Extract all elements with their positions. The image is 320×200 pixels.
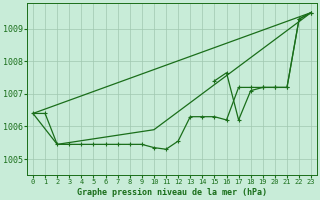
X-axis label: Graphe pression niveau de la mer (hPa): Graphe pression niveau de la mer (hPa) <box>77 188 267 197</box>
